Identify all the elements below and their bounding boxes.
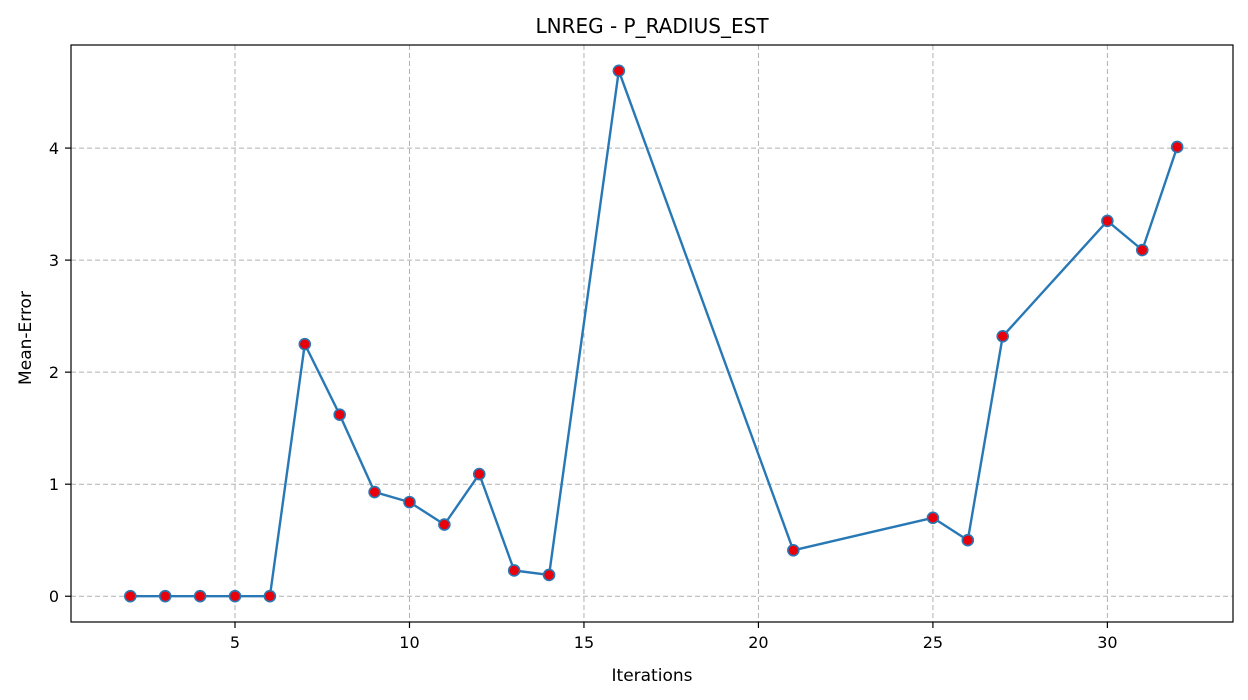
x-tick-label: 20 — [748, 633, 768, 652]
data-point — [333, 408, 346, 422]
series-line — [130, 69, 1179, 598]
data-point — [472, 467, 486, 481]
x-tick-label: 25 — [923, 633, 943, 652]
grid — [71, 45, 1233, 622]
data-point — [1170, 140, 1184, 154]
x-tick-label: 15 — [574, 633, 594, 652]
data-point — [438, 518, 451, 531]
x-tick-label: 10 — [399, 633, 419, 652]
y-tick-label: 2 — [49, 363, 59, 382]
data-point — [542, 568, 556, 582]
data-point — [1135, 243, 1149, 257]
data-point — [158, 589, 172, 603]
x-axis-label: Iterations — [612, 666, 693, 686]
data-point — [263, 589, 277, 603]
data-point — [124, 589, 137, 603]
data-point — [228, 589, 242, 603]
data-point — [403, 495, 416, 509]
data-point — [612, 64, 626, 78]
data-point — [368, 485, 381, 499]
x-tick-label: 30 — [1097, 633, 1117, 652]
data-point — [787, 543, 800, 557]
y-tick-label: 1 — [49, 475, 59, 494]
y-tick-label: 4 — [49, 139, 59, 158]
data-point — [507, 564, 521, 577]
data-point — [961, 533, 975, 547]
chart-title: LNREG - P_RADIUS_EST — [535, 14, 769, 38]
y-axis-label: Mean-Error — [16, 291, 36, 385]
y-axis: 0 1 2 3 4 — [49, 139, 71, 606]
data-point — [996, 330, 1009, 343]
x-axis: 5 10 15 20 25 30 — [230, 622, 1118, 652]
data-point — [193, 589, 207, 603]
data-point — [298, 337, 312, 351]
data-point — [1101, 214, 1114, 228]
y-tick-label: 0 — [49, 587, 59, 606]
x-tick-label: 5 — [230, 633, 240, 652]
y-tick-label: 3 — [49, 251, 59, 270]
data-point — [926, 511, 940, 525]
plot-frame — [70, 44, 1234, 623]
data-series — [124, 64, 1184, 603]
